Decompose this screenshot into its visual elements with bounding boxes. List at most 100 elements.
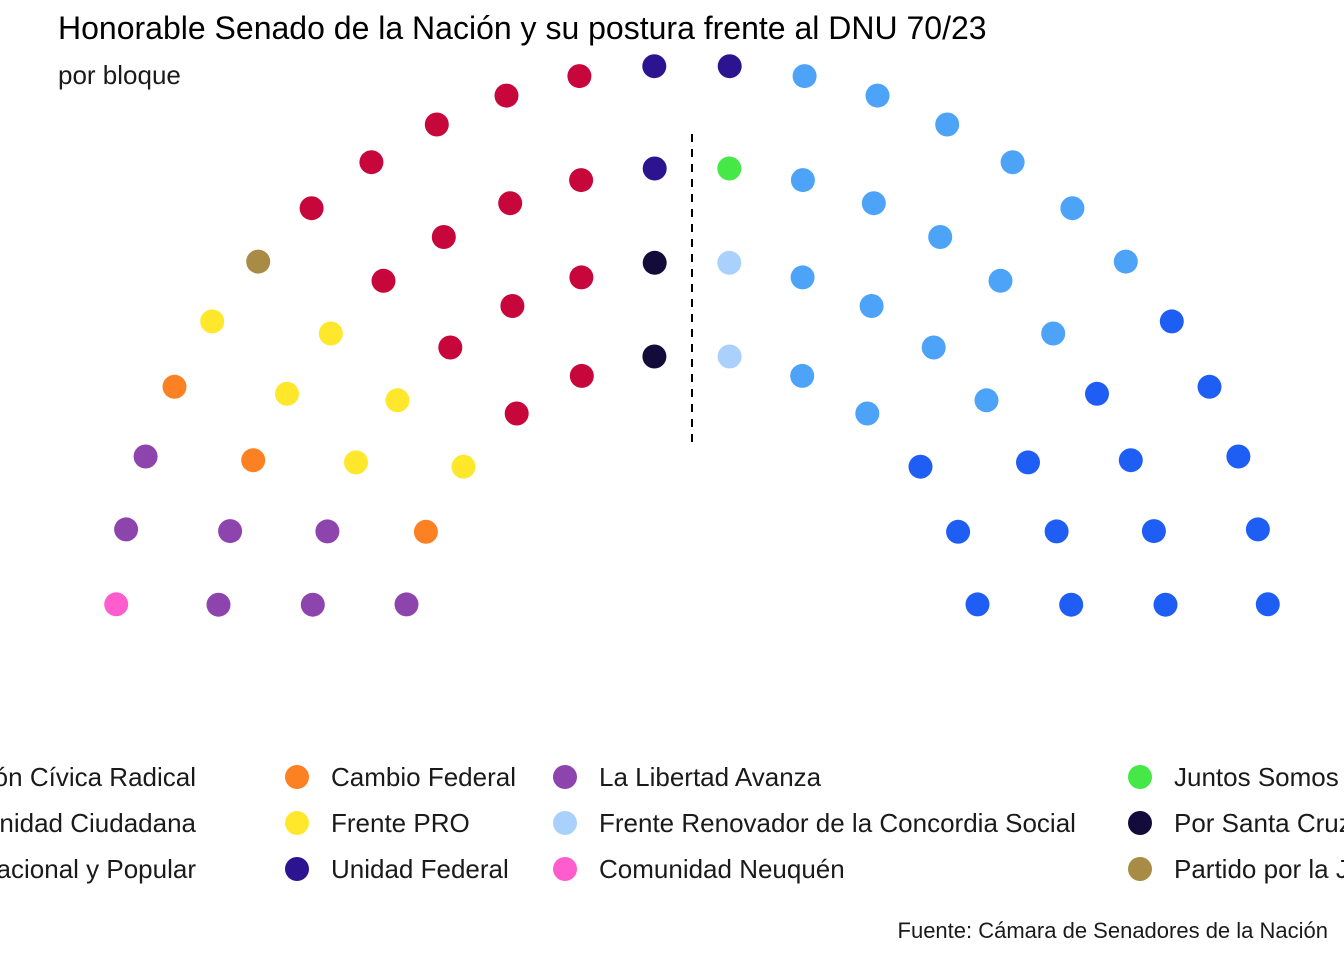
seat-frente-nacional-y-popular xyxy=(498,191,523,216)
seat-frente-nacional-y-popular xyxy=(371,268,396,293)
seat-union-civica-radical xyxy=(1159,309,1184,334)
seat-unidad-ciudadana xyxy=(859,294,884,318)
seat-unidad-federal xyxy=(717,54,742,79)
seat-union-civica-radical xyxy=(1153,592,1178,617)
legend-key xyxy=(553,857,577,881)
seat-unidad-ciudadana xyxy=(865,83,890,108)
seat-cambio-federal xyxy=(241,448,266,473)
seat-la-libertad-avanza xyxy=(133,444,158,469)
seat-union-civica-radical xyxy=(1059,592,1084,617)
legend-item-unidad-federal: Unidad Federal xyxy=(285,846,509,892)
legend-item-cambio-federal: Cambio Federal xyxy=(285,754,516,800)
seat-la-libertad-avanza xyxy=(300,592,325,617)
seat-unidad-federal xyxy=(642,156,667,181)
seat-la-libertad-avanza xyxy=(206,592,231,617)
legend-label: Comunidad Neuquén xyxy=(599,853,845,884)
legend-label: Por Santa Cruz xyxy=(1174,807,1344,838)
seat-la-libertad-avanza xyxy=(114,517,139,542)
seat-frente-pro xyxy=(275,381,299,406)
legend-item-la-libertad-avanza: La Libertad Avanza xyxy=(553,754,821,800)
seat-frente-nacional-y-popular xyxy=(569,363,594,388)
seat-union-civica-radical xyxy=(1255,592,1280,617)
seat-frente-pro xyxy=(344,450,368,475)
seat-por-santa-cruz xyxy=(642,250,667,275)
seat-union-civica-radical xyxy=(1141,519,1166,544)
legend-item-frente-pro: Frente PRO xyxy=(285,800,470,846)
seat-frente-nacional-y-popular xyxy=(569,265,594,290)
seat-la-libertad-avanza xyxy=(315,519,340,544)
seat-cambio-federal xyxy=(162,374,187,399)
seat-frente-nacional-y-popular xyxy=(424,112,449,137)
seat-frente-nacional-y-popular xyxy=(438,335,463,360)
seat-frente-pro xyxy=(451,454,476,479)
legend-key xyxy=(1128,765,1152,789)
legend-item-por-santa-cruz: Por Santa Cruz xyxy=(1128,800,1344,846)
legend-item-juntos-somos-rio-negro: Juntos Somos Río Negro xyxy=(1128,754,1344,800)
legend-label: Unidad Ciudadana xyxy=(0,807,196,838)
seat-unidad-ciudadana xyxy=(1113,249,1138,274)
seat-unidad-ciudadana xyxy=(861,191,886,216)
legend-item-union-civica-radical: Unión Cívica Radical xyxy=(0,754,196,800)
seat-unidad-ciudadana xyxy=(974,388,999,413)
legend-label: Unión Cívica Radical xyxy=(0,761,196,792)
chart-caption: Fuente: Cámara de Senadores de la Nación xyxy=(897,918,1328,943)
legend-key xyxy=(1128,811,1152,835)
legend-key xyxy=(553,765,577,789)
seat-frente-nacional-y-popular xyxy=(569,168,594,193)
seat-unidad-ciudadana xyxy=(855,401,880,426)
legend-label: Unidad Federal xyxy=(331,853,509,884)
seat-frente-nacional-y-popular xyxy=(567,64,592,89)
seat-union-civica-radical xyxy=(1226,444,1251,469)
seat-frente-renovador-de-la-concordia-social xyxy=(717,250,742,275)
seat-union-civica-radical xyxy=(1197,374,1222,399)
seat-unidad-ciudadana xyxy=(928,225,953,249)
seat-la-libertad-avanza xyxy=(218,519,243,544)
seat-unidad-ciudadana xyxy=(988,268,1013,293)
chart-subtitle: por bloque xyxy=(58,60,181,90)
seat-unidad-ciudadana xyxy=(790,168,815,193)
legend-item-frente-renovador-de-la-concordia-social: Frente Renovador de la Concordia Social xyxy=(553,800,1076,846)
legend: Unión Cívica Radical Unidad Ciudadana Fren… xyxy=(0,754,1344,894)
seat-frente-nacional-y-popular xyxy=(431,225,456,249)
seat-group xyxy=(104,54,1280,617)
legend-item-partido-por-la-justicia-social: Partido por la Justicia Social xyxy=(1128,846,1344,892)
seat-frente-nacional-y-popular xyxy=(504,401,529,426)
seat-unidad-ciudadana xyxy=(921,335,946,360)
seat-comunidad-neuquen xyxy=(104,592,129,617)
chart-title: Honorable Senado de la Nación y su postu… xyxy=(58,10,987,46)
seat-frente-nacional-y-popular xyxy=(500,294,525,318)
seat-frente-nacional-y-popular xyxy=(299,196,324,221)
seat-union-civica-radical xyxy=(1085,381,1109,406)
seat-cambio-federal xyxy=(413,519,438,544)
legend-key xyxy=(1128,857,1152,881)
seat-la-libertad-avanza xyxy=(394,592,419,617)
seat-frente-pro xyxy=(318,321,343,346)
legend-label: Frente PRO xyxy=(331,807,470,838)
seat-unidad-ciudadana xyxy=(790,363,815,388)
seat-union-civica-radical xyxy=(965,592,990,617)
legend-key xyxy=(553,811,577,835)
legend-label: Frente Renovador de la Concordia Social xyxy=(599,807,1076,838)
seat-unidad-ciudadana xyxy=(935,112,960,137)
seat-frente-nacional-y-popular xyxy=(359,150,384,175)
seat-juntos-somos-rio-negro xyxy=(717,156,742,181)
seat-frente-renovador-de-la-concordia-social xyxy=(717,344,742,369)
legend-label: Frente Nacional y Popular xyxy=(0,853,196,884)
legend-item-comunidad-neuquen: Comunidad Neuquén xyxy=(553,846,845,892)
legend-label: Cambio Federal xyxy=(331,761,516,792)
seat-union-civica-radical xyxy=(1044,519,1069,544)
seat-frente-pro xyxy=(200,309,225,334)
seat-unidad-ciudadana xyxy=(1060,196,1085,221)
legend-key xyxy=(285,857,309,881)
seat-union-civica-radical xyxy=(1245,517,1270,542)
legend-label: Partido por la Justicia Social xyxy=(1174,853,1344,884)
seat-union-civica-radical xyxy=(1016,450,1040,475)
seat-unidad-federal xyxy=(642,54,667,79)
legend-item-unidad-ciudadana: Unidad Ciudadana xyxy=(0,800,196,846)
legend-key xyxy=(285,765,309,789)
seat-frente-nacional-y-popular xyxy=(494,83,519,108)
seat-frente-pro xyxy=(385,388,410,413)
seat-partido-por-la-justicia-social xyxy=(246,249,271,274)
seat-union-civica-radical xyxy=(946,519,971,544)
legend-label: La Libertad Avanza xyxy=(599,761,822,792)
